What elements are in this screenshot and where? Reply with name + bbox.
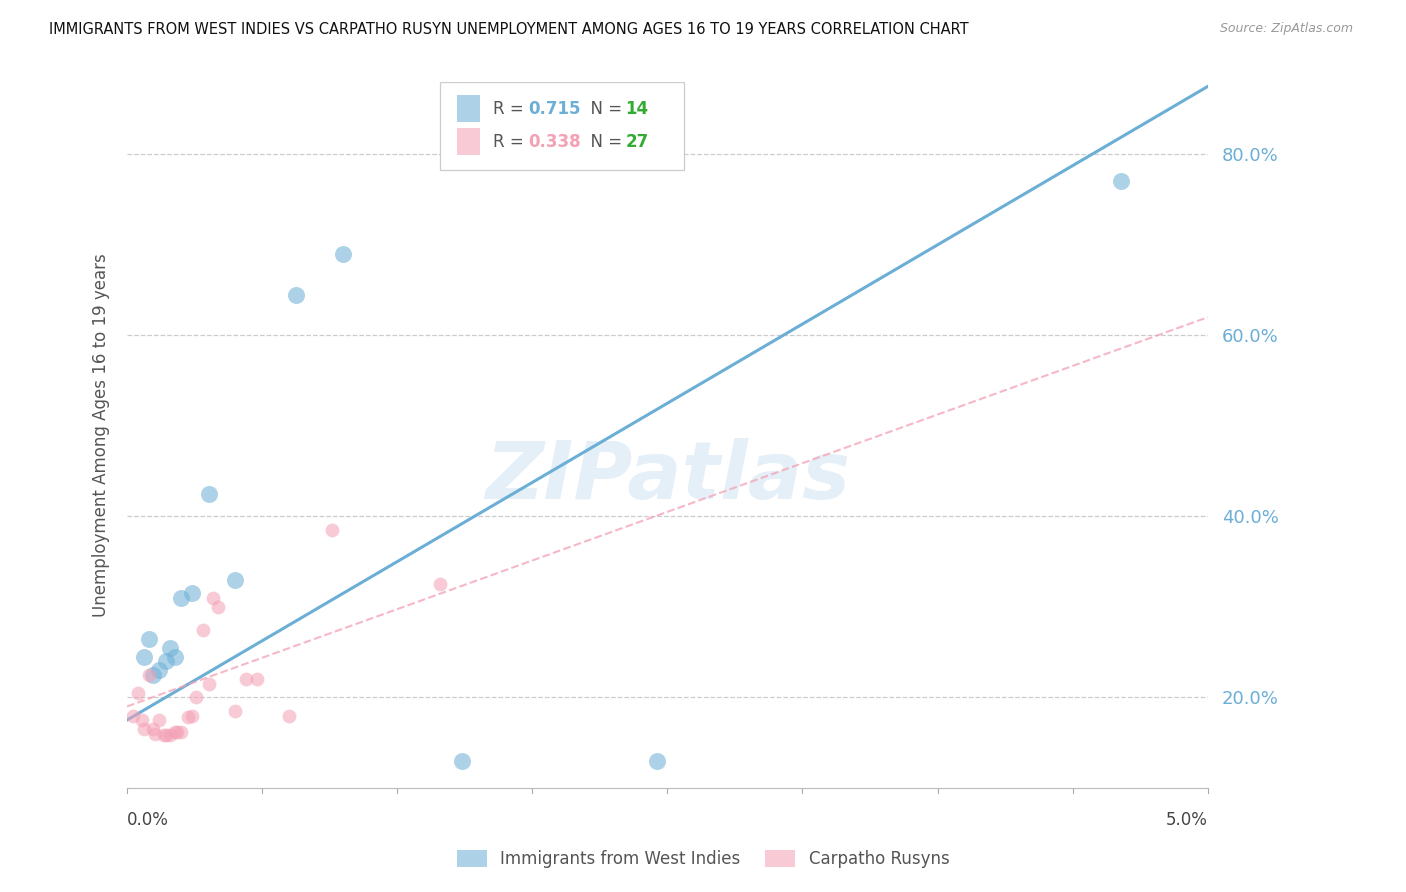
Legend: Immigrants from West Indies, Carpatho Rusyns: Immigrants from West Indies, Carpatho Ru… bbox=[449, 842, 957, 877]
Point bbox=[180, 708, 202, 723]
FancyBboxPatch shape bbox=[457, 95, 481, 122]
Text: 5.0%: 5.0% bbox=[1166, 811, 1208, 829]
Text: N =: N = bbox=[579, 133, 627, 151]
Point bbox=[138, 632, 160, 646]
Point bbox=[224, 573, 246, 587]
Text: Source: ZipAtlas.com: Source: ZipAtlas.com bbox=[1219, 22, 1353, 36]
Point bbox=[155, 654, 177, 668]
Text: 14: 14 bbox=[626, 100, 648, 118]
Point bbox=[186, 690, 208, 705]
Point bbox=[138, 667, 160, 681]
Point bbox=[143, 726, 166, 740]
Point bbox=[163, 649, 186, 664]
Point bbox=[284, 287, 307, 301]
Point bbox=[235, 673, 257, 687]
Text: 0.715: 0.715 bbox=[529, 100, 581, 118]
Point bbox=[148, 663, 170, 677]
Point bbox=[142, 667, 165, 681]
Point bbox=[191, 623, 214, 637]
Point bbox=[122, 708, 145, 723]
Point bbox=[198, 677, 221, 691]
Point bbox=[142, 722, 165, 736]
Point bbox=[134, 649, 156, 664]
Point bbox=[198, 487, 221, 501]
Point bbox=[159, 728, 181, 742]
Point bbox=[278, 708, 301, 723]
Text: 0.338: 0.338 bbox=[529, 133, 581, 151]
Point bbox=[152, 728, 174, 742]
Point bbox=[246, 673, 269, 687]
Point bbox=[166, 724, 188, 739]
Point bbox=[645, 754, 668, 768]
Text: N =: N = bbox=[579, 100, 627, 118]
Point bbox=[148, 713, 170, 727]
Point bbox=[224, 704, 246, 718]
Text: 0.0%: 0.0% bbox=[127, 811, 169, 829]
Y-axis label: Unemployment Among Ages 16 to 19 years: Unemployment Among Ages 16 to 19 years bbox=[93, 253, 110, 616]
Point bbox=[321, 523, 343, 537]
Point bbox=[429, 577, 451, 591]
Point bbox=[131, 713, 153, 727]
Text: IMMIGRANTS FROM WEST INDIES VS CARPATHO RUSYN UNEMPLOYMENT AMONG AGES 16 TO 19 Y: IMMIGRANTS FROM WEST INDIES VS CARPATHO … bbox=[49, 22, 969, 37]
Text: R =: R = bbox=[494, 100, 530, 118]
Point bbox=[332, 247, 354, 261]
Point bbox=[451, 754, 474, 768]
Point bbox=[134, 722, 156, 736]
Point bbox=[176, 710, 198, 724]
Text: ZIPatlas: ZIPatlas bbox=[485, 438, 849, 516]
FancyBboxPatch shape bbox=[440, 82, 683, 170]
Point bbox=[155, 728, 177, 742]
Text: R =: R = bbox=[494, 133, 530, 151]
Point bbox=[170, 591, 193, 605]
Text: 27: 27 bbox=[626, 133, 648, 151]
Point bbox=[170, 724, 193, 739]
Point bbox=[207, 599, 229, 614]
Point bbox=[1111, 174, 1133, 188]
Point bbox=[127, 686, 149, 700]
Point bbox=[202, 591, 225, 605]
Point bbox=[180, 586, 202, 600]
Point bbox=[159, 640, 181, 655]
FancyBboxPatch shape bbox=[457, 128, 481, 155]
Point bbox=[163, 724, 186, 739]
